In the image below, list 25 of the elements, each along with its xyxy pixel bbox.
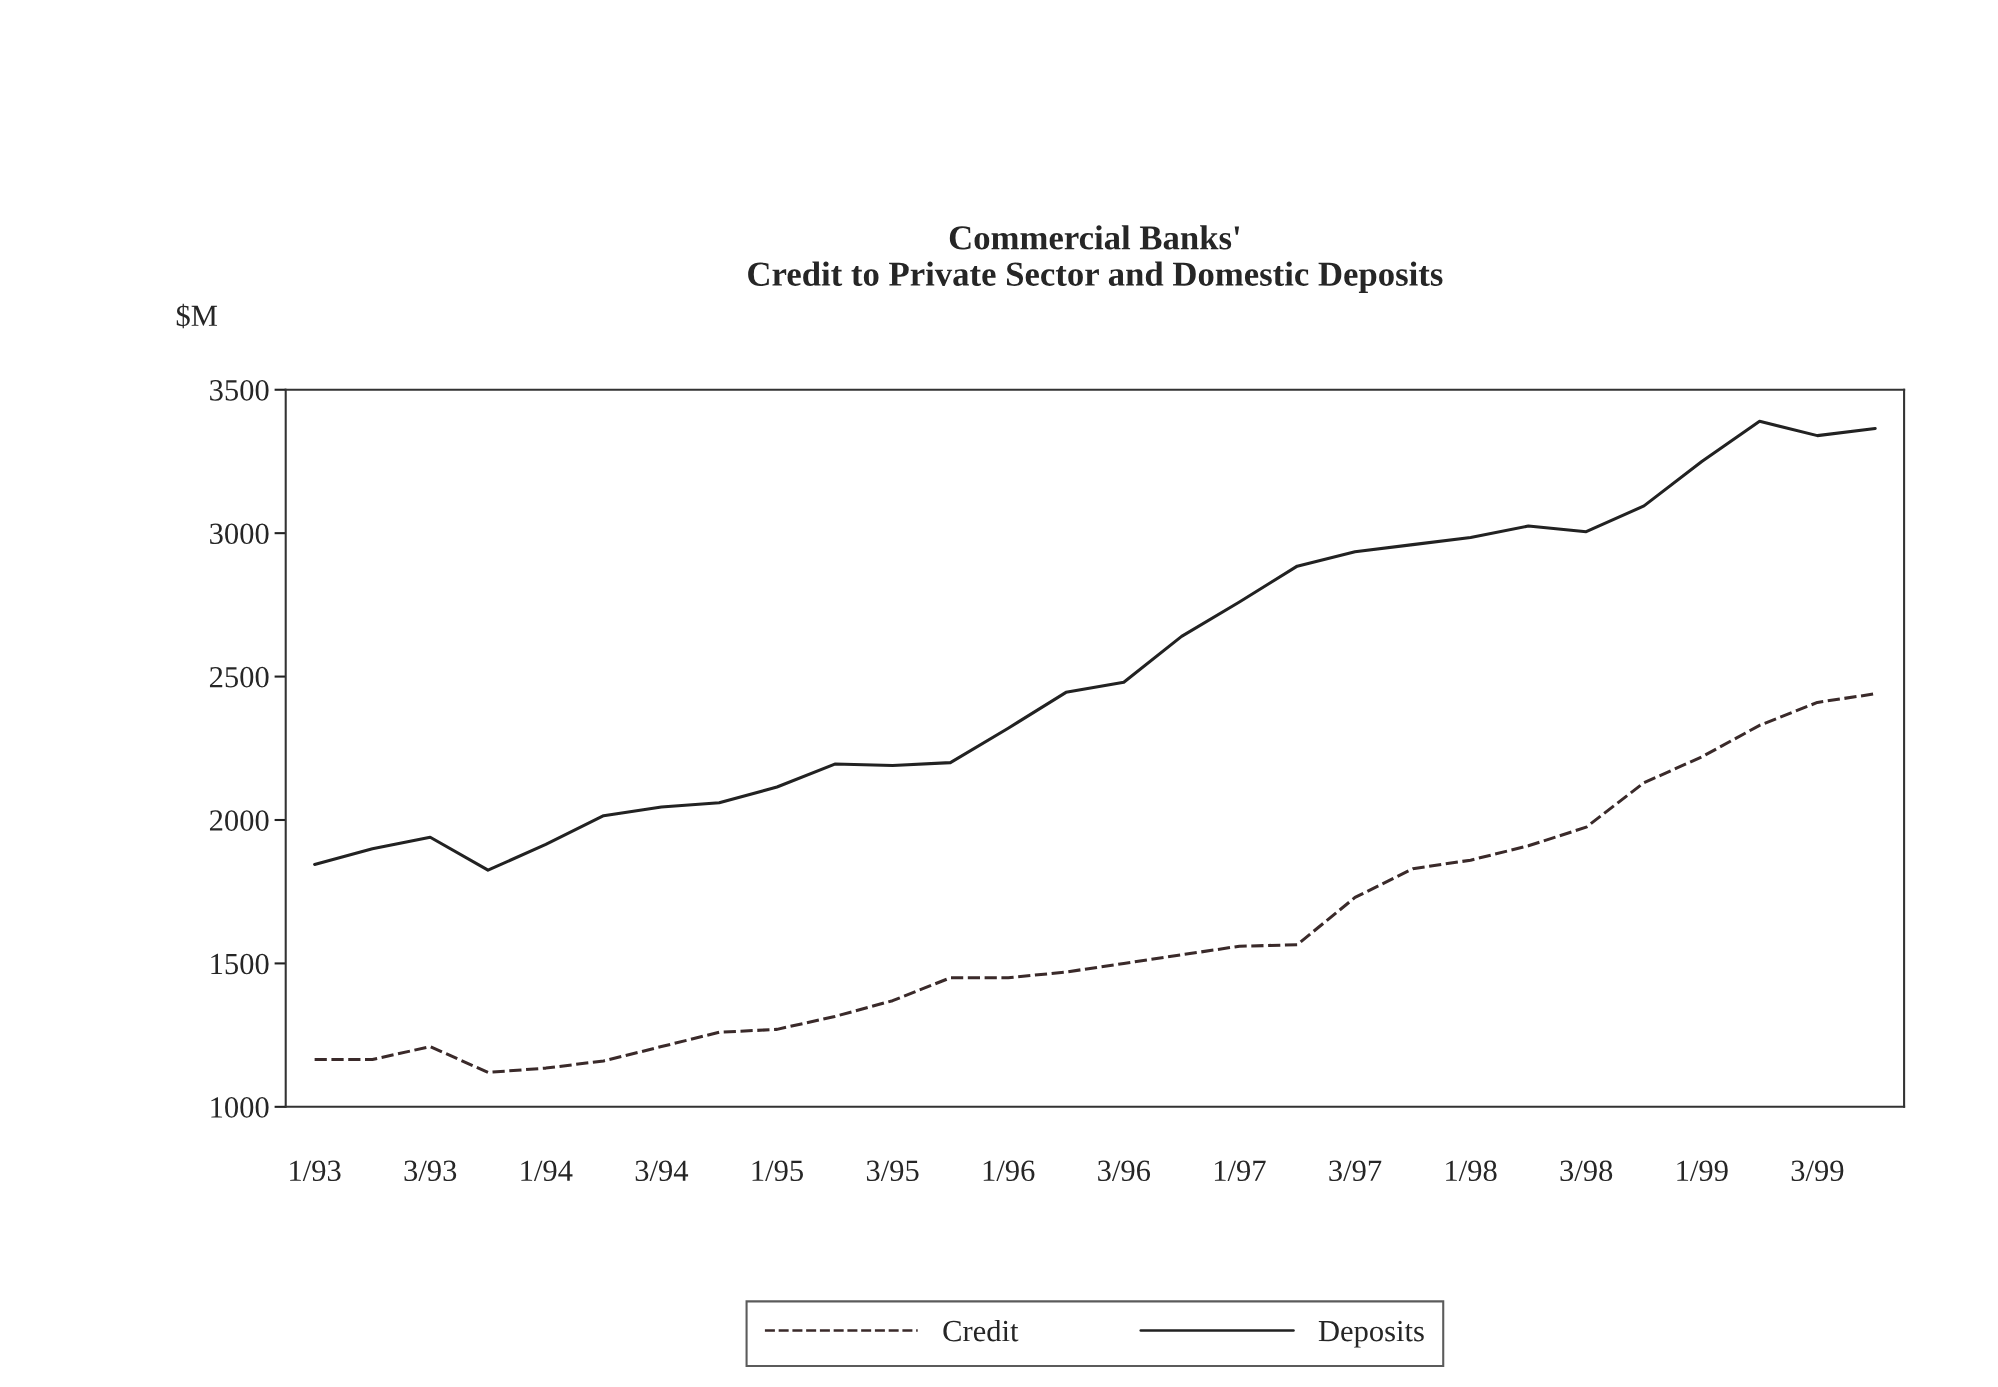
y-tick-label: 3500	[210, 380, 269, 401]
chart-title: Commercial Banks' Credit to Private Sector and Domestic Deposits	[748, 225, 1443, 293]
line-series	[313, 419, 1877, 872]
y-tick-label: 2000	[209, 810, 269, 831]
x-tick-label: 3/97	[1329, 1160, 1382, 1182]
x-tick-label: 3/95	[866, 1160, 919, 1182]
x-tick-label: 3/98	[1560, 1160, 1613, 1182]
y-tick-label: 3000	[210, 523, 269, 545]
legend-label: Credit	[943, 1319, 1019, 1342]
x-tick-label: 1/96	[983, 1160, 1035, 1182]
x-tick-label: 3/93	[404, 1160, 457, 1182]
y-tick-label: 1500	[211, 953, 269, 975]
x-tick-label: 1/98	[1446, 1160, 1497, 1182]
x-tick-label: 1/97	[1214, 1160, 1266, 1182]
x-tick-label: 1/93	[290, 1160, 341, 1182]
y-tick-label: 1000	[211, 1097, 269, 1118]
y-tick-label: 2500	[209, 666, 269, 688]
x-tick-label: 1/99	[1677, 1160, 1728, 1182]
x-tick-label: 3/96	[1098, 1160, 1151, 1182]
x-tick-label: 1/94	[521, 1160, 573, 1182]
x-tick-label: 1/95	[752, 1160, 803, 1182]
legend-label: Deposits	[1318, 1320, 1424, 1348]
x-tick-label: 3/99	[1791, 1160, 1844, 1182]
x-tick-label: 3/94	[635, 1160, 689, 1182]
y-axis-title: $M	[176, 303, 218, 329]
